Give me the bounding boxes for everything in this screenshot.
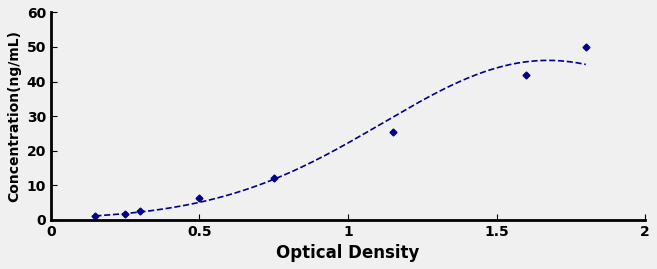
X-axis label: Optical Density: Optical Density — [277, 244, 420, 262]
Y-axis label: Concentration(ng/mL): Concentration(ng/mL) — [7, 30, 21, 202]
